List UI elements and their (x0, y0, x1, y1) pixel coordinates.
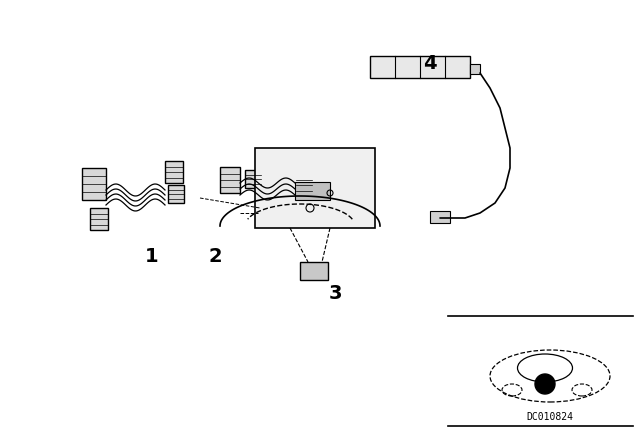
Bar (90, 208, 108, 230)
Text: 3: 3 (328, 284, 342, 302)
Text: DC010824: DC010824 (527, 412, 573, 422)
Text: 4: 4 (423, 53, 437, 73)
Circle shape (535, 374, 555, 394)
Text: 2: 2 (208, 246, 222, 266)
Bar (255, 148, 375, 228)
Bar (295, 182, 330, 200)
Bar (168, 185, 184, 203)
Bar (296, 174, 312, 196)
Bar (220, 167, 240, 193)
Bar (245, 170, 261, 188)
Text: 1: 1 (145, 246, 159, 266)
Bar (82, 168, 106, 200)
Bar (370, 56, 470, 78)
Bar (430, 211, 450, 223)
Bar (470, 64, 480, 74)
Bar (300, 262, 328, 280)
Bar (165, 161, 183, 183)
